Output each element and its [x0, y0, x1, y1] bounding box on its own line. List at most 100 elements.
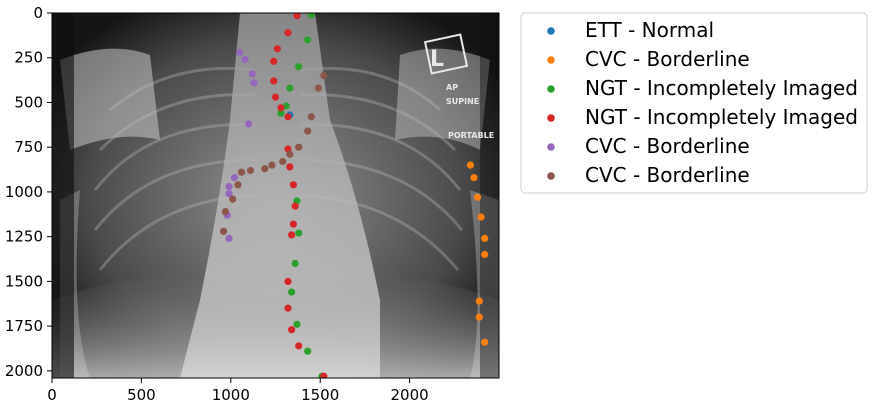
series-3-point-3 — [270, 57, 278, 65]
series-2-point-1 — [304, 36, 312, 44]
y-tick-label-8: 2000 — [5, 362, 43, 380]
series-2-point-10 — [293, 320, 301, 328]
points-layer — [220, 13, 489, 378]
series-4-point-1 — [241, 55, 249, 64]
series-3-point-13 — [288, 231, 296, 239]
series-4-point-2 — [248, 70, 256, 78]
series-4-point-7 — [225, 190, 233, 198]
series-3-point-16 — [288, 326, 296, 334]
series-4-point-4 — [245, 120, 253, 128]
series-3-point-0 — [293, 13, 301, 20]
plot-frame — [51, 12, 500, 379]
series-5-point-1 — [314, 84, 322, 92]
y-tick-label-4: 1000 — [5, 183, 43, 201]
svg-text:L: L — [430, 47, 444, 72]
x-tick-label-2: 1000 — [212, 386, 250, 404]
y-tick-label-3: 750 — [14, 138, 43, 156]
legend-label-2: NGT - Incompletely Imaged — [585, 76, 858, 100]
x-tick-label-3: 1500 — [301, 386, 339, 404]
legend-marker-5 — [547, 172, 555, 180]
legend-marker-0 — [547, 27, 555, 35]
xray-image: L AP SUPINE PORTABLE — [52, 13, 499, 378]
series-3-point-1 — [284, 29, 292, 37]
series-4-point-5 — [230, 174, 238, 182]
series-3-point-6 — [277, 104, 285, 112]
legend-label-4: CVC - Borderline — [585, 134, 750, 158]
series-5-point-9 — [246, 166, 255, 175]
series-5-point-14 — [220, 227, 228, 235]
xray-side-marker: L — [423, 33, 469, 75]
series-3-point-12 — [289, 220, 297, 228]
series-5-point-7 — [268, 161, 276, 169]
series-5-point-11 — [234, 181, 242, 189]
xray-label-portable: PORTABLE — [448, 131, 494, 140]
y-tick-label-2: 500 — [14, 93, 43, 111]
plot-area: L AP SUPINE PORTABLE — [51, 12, 500, 379]
y-tick-label-1: 250 — [14, 49, 43, 67]
series-3-point-9 — [286, 163, 294, 171]
series-3-point-5 — [271, 93, 280, 101]
series-2-point-11 — [304, 347, 312, 355]
series-5-point-13 — [221, 208, 229, 216]
y-tick-label-7: 1750 — [5, 317, 43, 335]
legend-frame — [520, 12, 868, 194]
series-2-point-2 — [295, 63, 303, 71]
series-3-point-14 — [284, 277, 292, 285]
series-1-point-2 — [473, 193, 482, 201]
legend-label-3: NGT - Incompletely Imaged — [585, 105, 858, 129]
series-5-point-0 — [320, 72, 328, 80]
x-axis: 0 500 1000 1500 2000 — [47, 378, 429, 404]
legend-label-5: CVC - Borderline — [585, 163, 750, 187]
series-1-point-1 — [470, 174, 478, 182]
series-2-point-5 — [277, 109, 285, 117]
series-1-point-7 — [475, 313, 483, 321]
y-tick-label-6: 1500 — [5, 272, 43, 290]
legend-label-1: CVC - Borderline — [585, 47, 750, 71]
legend-label-0: ETT - Normal — [585, 18, 714, 42]
xray-label-view: AP — [446, 83, 458, 92]
series-3-point-18 — [320, 372, 328, 378]
xray-label-position: SUPINE — [446, 97, 479, 106]
x-tick-label-0: 0 — [47, 386, 57, 404]
series-1-point-5 — [481, 250, 489, 259]
series-5-point-8 — [261, 165, 269, 173]
series-3-point-7 — [284, 113, 292, 121]
series-3-point-17 — [295, 342, 303, 350]
series-5-point-6 — [279, 157, 287, 166]
series-1-point-6 — [475, 297, 483, 305]
series-3-point-2 — [273, 45, 281, 53]
series-2-point-3 — [286, 84, 294, 92]
series-1-point-4 — [481, 234, 489, 242]
series-4-point-0 — [236, 48, 244, 57]
series-5-point-2 — [307, 113, 315, 121]
y-tick-label-5: 1250 — [5, 228, 43, 246]
x-tick-label-4: 2000 — [391, 386, 429, 404]
series-2-point-8 — [291, 259, 299, 268]
legend-marker-4 — [547, 143, 555, 151]
legend-marker-3 — [547, 114, 555, 122]
series-4-point-9 — [225, 234, 233, 242]
series-5-point-3 — [304, 127, 312, 135]
series-2-point-9 — [288, 288, 296, 296]
series-1-point-3 — [477, 213, 485, 221]
series-3-point-15 — [284, 304, 292, 312]
legend-marker-2 — [547, 85, 555, 93]
series-3-point-11 — [291, 202, 299, 210]
series-2-point-7 — [295, 229, 303, 237]
series-5-point-5 — [286, 150, 294, 158]
series-4-point-3 — [250, 79, 258, 87]
series-5-point-10 — [237, 168, 246, 176]
series-1-point-0 — [466, 161, 474, 169]
y-axis: 0 250 500 750 1000 1250 1500 1750 2000 — [5, 4, 52, 380]
y-tick-label-0: 0 — [33, 4, 43, 22]
series-3-point-4 — [270, 77, 278, 85]
series-5-point-12 — [229, 195, 237, 203]
series-3-point-10 — [289, 181, 297, 189]
legend: ETT - Normal CVC - Borderline NGT - Incomp… — [520, 12, 868, 194]
series-2-point-0 — [307, 13, 315, 19]
x-tick-label-1: 500 — [127, 386, 156, 404]
legend-marker-1 — [547, 56, 555, 64]
series-4-point-6 — [225, 183, 233, 191]
series-1-point-8 — [481, 338, 489, 346]
series-5-point-4 — [295, 143, 303, 151]
